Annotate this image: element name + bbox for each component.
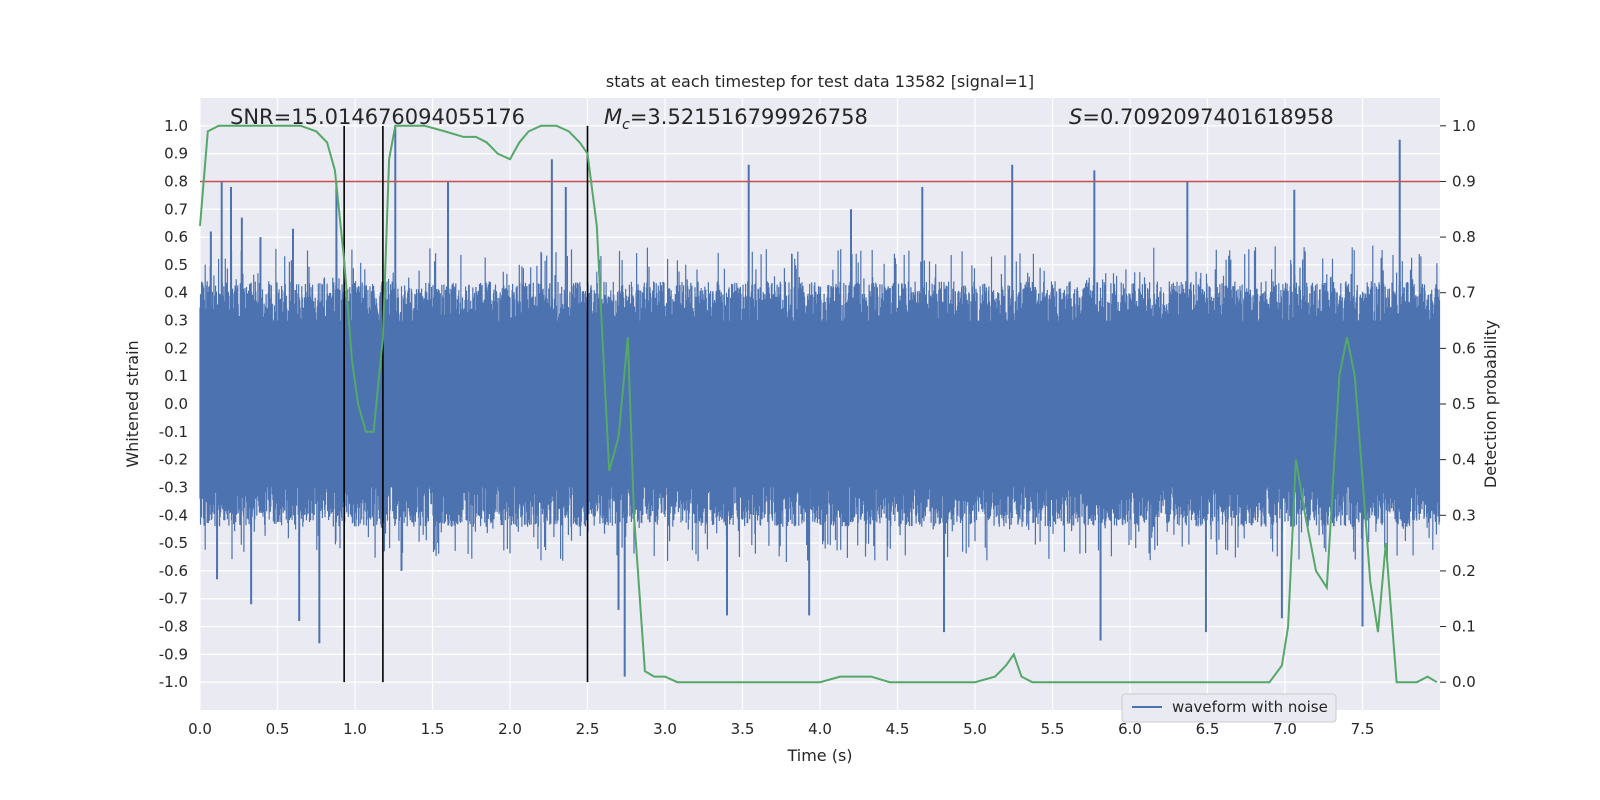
- y-tick-label: 0.7: [164, 200, 188, 218]
- y-tick-label: -0.5: [159, 534, 188, 552]
- probability-series: [199, 124, 1438, 684]
- x-tick-label: 2.5: [576, 720, 600, 738]
- x-tick-label: 7.5: [1351, 720, 1375, 738]
- y-tick-label: 0.2: [164, 339, 188, 357]
- x-tick-label: 4.0: [808, 720, 832, 738]
- y-tick-label: 0.9: [164, 145, 188, 163]
- x-tick-label: 5.0: [963, 720, 987, 738]
- y-tick-label: 0.3: [164, 312, 188, 330]
- x-tick-label: 6.5: [1196, 720, 1220, 738]
- y-tick-label: -0.3: [159, 478, 188, 496]
- y2-tick-label: 0.0: [1452, 673, 1476, 691]
- y2-tick-label: 0.7: [1452, 284, 1476, 302]
- x-tick-label: 3.5: [731, 720, 755, 738]
- y2-axis-label: Detection probability: [1481, 320, 1500, 488]
- probability-line: [199, 124, 1438, 684]
- y-tick-label: 0.1: [164, 367, 188, 385]
- y2-tick-label: 1.0: [1452, 117, 1476, 135]
- y-tick-label: 0.4: [164, 284, 188, 302]
- y-axis-label: Whitened strain: [123, 340, 142, 467]
- event-lines: [343, 125, 589, 683]
- x-axis-label: Time (s): [786, 746, 852, 765]
- x-tick-label: 0.5: [266, 720, 290, 738]
- tick-labels: 0.0 0.5 1.0 1.5 2.0 2.5 3.0 3.5 4.0 4.5 5.0 5.5 6.0 6…: [159, 117, 1476, 738]
- y-tick-label: -0.2: [159, 451, 188, 469]
- x-tick-label: 2.0: [498, 720, 522, 738]
- legend: waveform with noise: [1121, 693, 1337, 723]
- y-tick-label: 0.5: [164, 256, 188, 274]
- snr-annotation: SNR=15.014676094055176: [230, 105, 525, 129]
- y2-tick-label: 0.6: [1452, 339, 1476, 357]
- waveform-core: [200, 320, 1440, 488]
- x-tick-label: 0.0: [188, 720, 212, 738]
- s-value: =0.7092097401618958: [1082, 105, 1333, 129]
- y2-tick-label: 0.2: [1452, 562, 1476, 580]
- y-tick-label: -1.0: [159, 673, 188, 691]
- y-tick-label: -0.4: [159, 506, 188, 524]
- x-tick-label: 1.5: [421, 720, 445, 738]
- x-tick-label: 1.0: [343, 720, 367, 738]
- y-tick-label: 0.6: [164, 228, 188, 246]
- x-tick-label: 4.5: [886, 720, 910, 738]
- y-tick-label: -0.8: [159, 618, 188, 636]
- mc-value: =3.521516799926758: [630, 105, 868, 129]
- y-tick-label: -0.6: [159, 562, 188, 580]
- y2-tick-label: 0.4: [1452, 451, 1476, 469]
- x-tick-label: 3.0: [653, 720, 677, 738]
- mc-label: M: [604, 105, 622, 129]
- x-tick-label: 5.5: [1041, 720, 1065, 738]
- y2-tick-label: 0.9: [1452, 172, 1476, 190]
- y-tick-label: 0.0: [164, 395, 188, 413]
- y2-tick-label: 0.8: [1452, 228, 1476, 246]
- legend-box: [1121, 693, 1337, 723]
- x-tick-label: 6.0: [1118, 720, 1142, 738]
- y-tick-label: -0.9: [159, 645, 188, 663]
- y2-tick-label: 0.5: [1452, 395, 1476, 413]
- chart-title: stats at each timestep for test data 135…: [606, 72, 1034, 91]
- y2-tick-label: 0.1: [1452, 618, 1476, 636]
- mc-annotation: Mc=3.521516799926758: [604, 105, 868, 133]
- x-tick-label: 7.0: [1273, 720, 1297, 738]
- y-tick-label: -0.7: [159, 590, 188, 608]
- waveform-series: [199, 125, 1441, 677]
- legend-label: waveform with noise: [1172, 698, 1328, 716]
- mc-subscript: c: [622, 117, 630, 133]
- s-annotation: S=0.7092097401618958: [1069, 105, 1334, 129]
- y2-tick-label: 0.3: [1452, 506, 1476, 524]
- s-label: S: [1069, 105, 1082, 129]
- y-tick-label: 0.8: [164, 172, 188, 190]
- y-tick-label: -0.1: [159, 423, 188, 441]
- y-tick-label: 1.0: [164, 117, 188, 135]
